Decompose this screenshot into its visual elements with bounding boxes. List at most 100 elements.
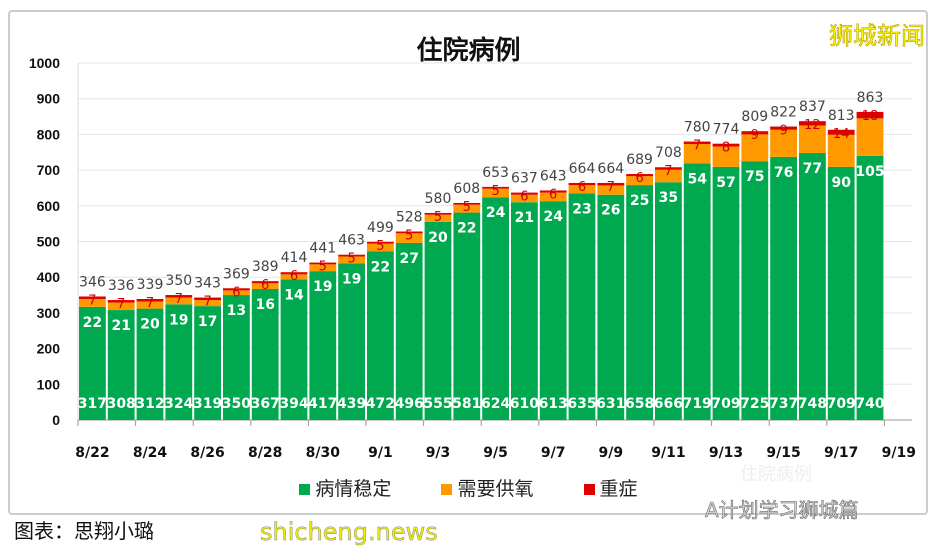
legend-icu: 重症 [583, 478, 638, 500]
bar-oxygen [626, 176, 653, 186]
data-label-oxygen: 20 [428, 230, 448, 246]
x-tick-label: 9/17 [824, 445, 858, 461]
watermark-logo: 狮城新闻 [829, 22, 926, 51]
data-label-total: 369 [223, 266, 250, 282]
y-tick-label: 300 [37, 305, 61, 321]
y-tick-label: 900 [37, 91, 61, 107]
data-label-stable: 709 [827, 396, 856, 412]
x-tick-label: 9/3 [426, 445, 451, 461]
data-label-oxygen: 77 [803, 161, 822, 177]
bar-oxygen [683, 144, 711, 164]
data-label-oxygen: 13 [227, 303, 246, 319]
data-label-icu: 6 [290, 269, 298, 284]
bar-stable [424, 221, 452, 420]
bar-oxygen [655, 169, 682, 183]
data-label-total: 389 [252, 259, 279, 275]
data-label-oxygen: 20 [140, 317, 160, 333]
data-label-oxygen: 14 [284, 287, 304, 303]
data-label-icu: 7 [664, 164, 672, 179]
bar-oxygen [309, 264, 337, 272]
bar-stable [395, 242, 423, 420]
data-label-total: 608 [453, 181, 480, 197]
bar-stable [309, 271, 337, 420]
data-label-total: 653 [482, 165, 509, 181]
bar-oxygen [511, 194, 538, 203]
bar-stable [367, 251, 394, 420]
bar-icu [683, 141, 711, 145]
data-label-stable: 635 [567, 396, 596, 412]
bar-oxygen [712, 146, 740, 167]
bar-icu [827, 129, 855, 135]
x-tick-label: 9/11 [651, 445, 685, 461]
data-label-icu: 6 [232, 285, 240, 300]
data-label-icu: 5 [405, 229, 413, 244]
bar-stable [194, 306, 221, 420]
x-tick-label: 9/15 [766, 445, 800, 461]
data-label-total: 414 [281, 250, 308, 266]
bar-icu [799, 121, 826, 126]
data-label-icu: 6 [261, 278, 269, 293]
bar-oxygen [424, 214, 452, 222]
data-label-stable: 319 [193, 396, 222, 412]
data-label-total: 346 [79, 274, 106, 290]
bar-icu [395, 231, 423, 234]
data-label-stable: 394 [279, 396, 308, 412]
data-label-stable: 367 [251, 396, 280, 412]
data-label-oxygen: 76 [774, 165, 793, 181]
data-label-total: 813 [828, 108, 855, 124]
data-label-oxygen: 23 [572, 201, 591, 217]
bar-icu [165, 295, 193, 298]
data-label-stable: 417 [308, 396, 337, 412]
watermark-site: shicheng.news [260, 518, 438, 547]
bar-stable [539, 201, 567, 420]
bar-stable [827, 166, 855, 420]
bar-oxygen [827, 134, 855, 167]
bar-icu [482, 186, 509, 189]
legend-stable: 病情稳定 [299, 478, 391, 500]
data-label-total: 350 [165, 273, 192, 289]
x-tick-label: 8/24 [133, 445, 168, 461]
bar-icu [79, 296, 106, 299]
data-label-total: 637 [511, 171, 538, 187]
y-tick-label: 400 [37, 269, 61, 285]
bar-icu [136, 298, 164, 302]
data-label-total: 837 [799, 99, 826, 115]
bar-stable [453, 212, 481, 420]
bar-stable [655, 182, 682, 420]
y-tick-label: 0 [52, 412, 60, 428]
y-tick-label: 200 [37, 341, 61, 357]
legend-label: 病情稳定 [315, 478, 392, 500]
bar-stable [482, 197, 509, 420]
legend: 病情稳定 需要供氧 重症 [0, 478, 937, 500]
data-label-icu: 6 [635, 171, 643, 186]
bar-oxygen [194, 300, 221, 307]
data-label-total: 708 [655, 145, 682, 161]
bar-oxygen [568, 185, 596, 194]
y-tick-label: 1000 [29, 55, 60, 71]
bar-stable [251, 288, 279, 420]
data-label-oxygen: 105 [855, 164, 884, 180]
bar-stable [79, 306, 106, 420]
data-label-icu: 6 [520, 190, 528, 205]
data-label-stable: 496 [395, 396, 424, 412]
legend-label: 需要供氧 [457, 478, 534, 500]
data-label-stable: 737 [769, 396, 798, 412]
data-label-icu: 7 [117, 297, 125, 312]
x-tick-label: 8/22 [75, 445, 109, 461]
data-label-oxygen: 16 [255, 297, 274, 313]
chart-title: 住院病例 [416, 36, 521, 66]
bar-stable [856, 155, 884, 420]
bar-icu [194, 297, 221, 301]
data-label-oxygen: 90 [831, 175, 851, 191]
data-label-total: 336 [108, 278, 135, 294]
data-label-stable: 312 [135, 396, 164, 412]
bar-stable [683, 163, 711, 420]
data-label-total: 343 [194, 276, 221, 292]
data-label-oxygen: 22 [457, 221, 476, 237]
bar-stable [165, 304, 193, 420]
bar-stable [770, 156, 797, 421]
data-label-total: 809 [741, 109, 768, 125]
data-label-oxygen: 17 [198, 314, 217, 330]
data-label-stable: 740 [855, 396, 884, 412]
bar-icu [309, 262, 337, 265]
